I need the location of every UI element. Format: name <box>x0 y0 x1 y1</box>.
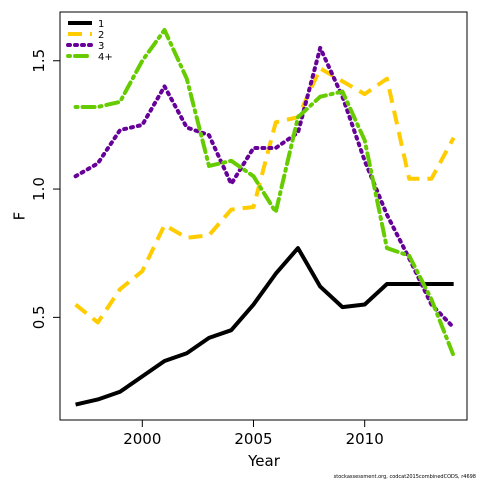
x-axis-label: Year <box>247 452 281 470</box>
data-line <box>75 246 454 407</box>
y-tick-label: 1.0 <box>30 177 48 201</box>
y-tick-label: 0.5 <box>30 305 48 329</box>
legend-label: 1 <box>98 19 104 30</box>
x-tick-label: 2010 <box>346 430 384 448</box>
legend-label: 2 <box>98 30 104 41</box>
x-tick-label: 2005 <box>234 430 272 448</box>
footnote: stockassessment.org, codcat2015combinedC… <box>334 474 476 480</box>
legend-label: 4+ <box>98 52 113 63</box>
data-line <box>73 27 456 358</box>
y-tick-label: 1.5 <box>30 49 48 73</box>
y-axis-label: F <box>11 212 29 221</box>
x-tick-label: 2000 <box>123 430 161 448</box>
data-line <box>73 45 456 330</box>
plot-frame <box>59 11 468 421</box>
legend-label: 3 <box>98 41 104 52</box>
data-line <box>74 66 456 325</box>
